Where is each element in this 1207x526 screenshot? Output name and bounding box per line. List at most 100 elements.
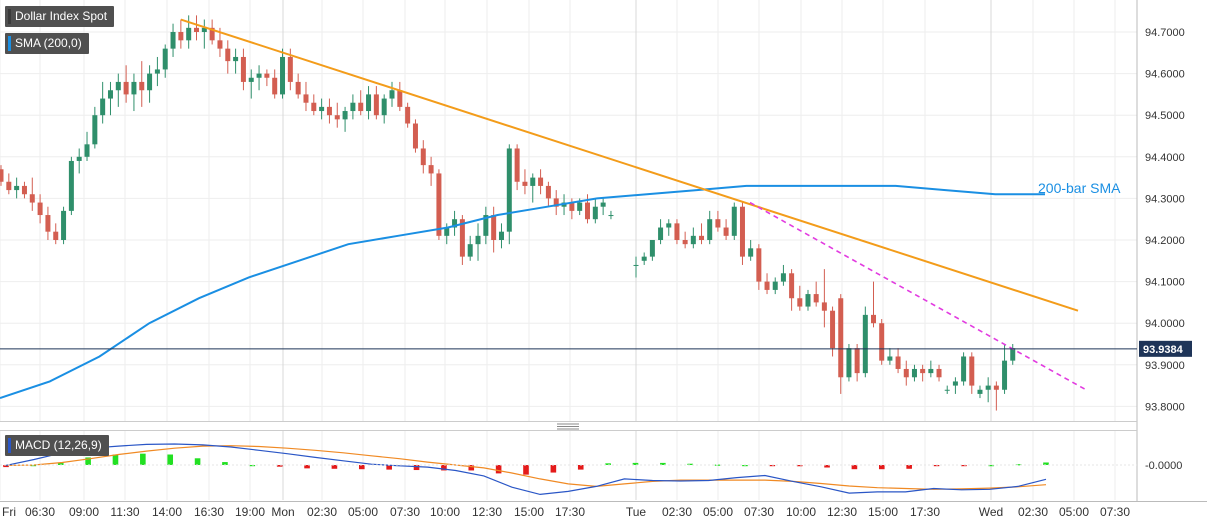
- candle-body: [53, 231, 59, 240]
- candle-body: [311, 102, 317, 112]
- candle-body: [821, 302, 827, 311]
- candle-body: [961, 356, 967, 382]
- y-tick-label: 94.6000: [1145, 69, 1185, 81]
- candle-body: [217, 40, 223, 49]
- x-tick-label: 17:30: [555, 505, 585, 519]
- candle-body: [154, 69, 160, 74]
- x-tick-label: 02:30: [307, 505, 337, 519]
- macd-histogram-bar: [167, 454, 174, 465]
- dashed-trendline: [749, 201, 1087, 391]
- macd-histogram-bar: [140, 453, 146, 465]
- y-tick-label: 94.1000: [1145, 277, 1185, 289]
- candle-body: [319, 106, 325, 112]
- x-tick-label: 02:30: [1018, 505, 1048, 519]
- x-tick-label: 12:30: [827, 505, 857, 519]
- candle-body: [871, 314, 877, 324]
- candle-body: [952, 381, 958, 386]
- x-tick-label: 15:00: [868, 505, 898, 519]
- candle-body: [756, 248, 762, 282]
- candle-body: [608, 215, 614, 217]
- candle-body: [45, 215, 51, 232]
- candle-body: [764, 281, 770, 290]
- x-tick-label: 15:00: [514, 505, 544, 519]
- instrument-swatch: [8, 9, 11, 24]
- macd-histogram-bar: [222, 462, 228, 465]
- candle-body: [287, 56, 293, 82]
- candle-body: [92, 115, 98, 145]
- candle-body: [715, 219, 721, 228]
- x-tick-label: 07:30: [744, 505, 774, 519]
- candle-body: [264, 73, 270, 78]
- y-tick-label: 94.0000: [1145, 318, 1185, 330]
- macd-histogram-bar: [3, 465, 9, 468]
- macd-histogram-bar: [961, 465, 967, 467]
- macd-histogram-bar: [605, 463, 611, 465]
- candle-body: [240, 56, 246, 82]
- y-tick-label: 94.4000: [1145, 152, 1185, 164]
- candle-body: [569, 202, 575, 211]
- macd-histogram-bar: [687, 463, 694, 465]
- x-tick-label: Mon: [271, 505, 294, 519]
- macd-histogram-bar: [906, 465, 912, 469]
- candle-body: [690, 235, 696, 245]
- candle-body: [545, 185, 551, 199]
- candle-body: [366, 94, 372, 112]
- candle-body: [381, 98, 387, 116]
- candle-body: [707, 219, 713, 240]
- macd-signal-line: [5, 445, 1047, 490]
- x-tick-label: 10:00: [430, 505, 460, 519]
- candle-body: [600, 202, 606, 207]
- candle-body: [780, 273, 786, 282]
- candle-body: [436, 173, 442, 236]
- candle-body: [373, 94, 379, 116]
- candle-body: [358, 102, 364, 112]
- candle-body: [928, 368, 934, 374]
- candle-body: [674, 223, 680, 240]
- candle-body: [666, 223, 672, 228]
- x-tick-label: 14:00: [152, 505, 182, 519]
- candle-body: [29, 194, 35, 203]
- candle-body: [936, 368, 942, 378]
- candle-body: [748, 248, 754, 257]
- current-price-badge: [1139, 340, 1192, 357]
- candle-body: [846, 348, 852, 378]
- macd-histogram-bar: [851, 465, 858, 470]
- candle-body: [633, 264, 639, 266]
- candle-body: [731, 206, 737, 236]
- candle-body: [405, 106, 411, 124]
- macd-histogram-bar: [194, 458, 201, 465]
- candle-body: [225, 48, 231, 62]
- y-tick-label: 94.2000: [1145, 235, 1185, 247]
- candle-body: [389, 90, 395, 99]
- candle-body: [201, 27, 207, 32]
- candle-body: [854, 348, 860, 374]
- macd-histogram-bar: [824, 465, 830, 468]
- macd-histogram-bar: [988, 465, 995, 467]
- macd-histogram-bar: [577, 465, 584, 470]
- x-tick-label: 05:00: [703, 505, 733, 519]
- candle-body: [658, 227, 664, 240]
- x-tick-label: 09:00: [69, 505, 99, 519]
- candle-body: [444, 227, 450, 236]
- candle-body: [295, 81, 301, 95]
- x-tick-label: 17:30: [910, 505, 940, 519]
- macd-histogram-bar: [441, 465, 447, 471]
- candle-body: [514, 148, 520, 182]
- candle-body: [838, 298, 844, 378]
- candle-body: [649, 240, 655, 257]
- candle-body: [895, 356, 901, 369]
- candle-body: [887, 356, 893, 361]
- x-tick-label: 19:00: [235, 505, 265, 519]
- candle-body: [178, 32, 184, 41]
- x-tick-label: Fri: [2, 505, 16, 519]
- candle-body: [993, 385, 999, 390]
- macd-histogram-bar: [495, 465, 502, 474]
- candle-body: [420, 148, 426, 166]
- candle-body: [162, 48, 168, 70]
- x-tick-label: Tue: [626, 505, 647, 519]
- candle-body: [723, 227, 729, 236]
- instrument-label: Dollar Index Spot: [15, 9, 108, 23]
- candle-body: [699, 235, 705, 240]
